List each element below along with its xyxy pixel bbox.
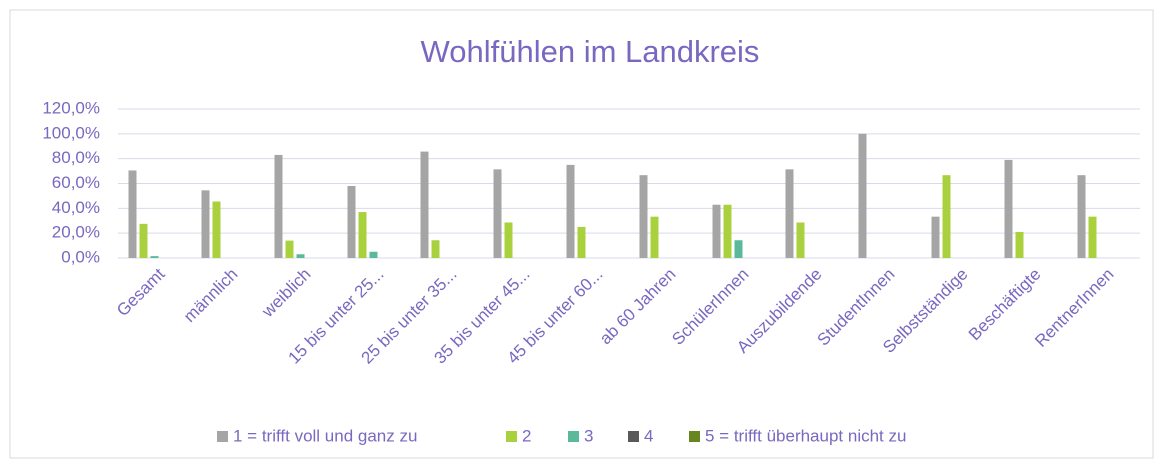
legend-swatch xyxy=(689,431,700,442)
bar xyxy=(431,240,440,258)
legend-label: 2 xyxy=(522,426,531,445)
legend-label: 5 = trifft überhaupt nicht zu xyxy=(705,426,906,445)
bar xyxy=(639,175,648,258)
bar xyxy=(296,254,305,258)
bar xyxy=(493,169,502,258)
bar xyxy=(566,164,575,258)
bar xyxy=(1004,159,1013,258)
bar xyxy=(712,204,721,258)
bar xyxy=(128,170,137,258)
bar xyxy=(734,240,743,258)
bar xyxy=(723,204,732,258)
bar xyxy=(796,222,805,258)
bar xyxy=(858,133,867,258)
bar xyxy=(504,222,513,258)
bar xyxy=(369,251,378,258)
bar xyxy=(785,169,794,258)
legend-swatch xyxy=(628,431,639,442)
y-tick-label: 0,0% xyxy=(61,247,100,266)
bar xyxy=(274,154,283,258)
bar xyxy=(942,175,951,258)
y-tick-label: 60,0% xyxy=(52,173,100,192)
legend-swatch xyxy=(568,431,579,442)
chart-title: Wohlfühlen im Landkreis xyxy=(421,34,760,69)
bar xyxy=(150,256,159,258)
bar xyxy=(1077,175,1086,258)
bar xyxy=(420,151,429,258)
legend-swatch xyxy=(506,431,517,442)
legend-label: 1 = trifft voll und ganz zu xyxy=(233,426,417,445)
legend-label: 3 xyxy=(584,426,593,445)
bar xyxy=(347,185,356,258)
bar xyxy=(139,223,148,258)
y-tick-label: 100,0% xyxy=(42,123,100,142)
legend-swatch xyxy=(217,431,228,442)
y-tick-label: 80,0% xyxy=(52,148,100,167)
y-tick-label: 20,0% xyxy=(52,223,100,242)
y-tick-label: 40,0% xyxy=(52,198,100,217)
bar xyxy=(285,240,294,258)
bar xyxy=(577,226,586,258)
bar xyxy=(1015,231,1024,258)
bar xyxy=(212,201,221,258)
legend-label: 4 xyxy=(644,426,653,445)
bar xyxy=(201,190,210,258)
bar xyxy=(650,216,659,258)
bar xyxy=(358,212,367,258)
bar xyxy=(931,216,940,258)
bar xyxy=(1088,216,1097,258)
y-tick-label: 120,0% xyxy=(42,98,100,117)
